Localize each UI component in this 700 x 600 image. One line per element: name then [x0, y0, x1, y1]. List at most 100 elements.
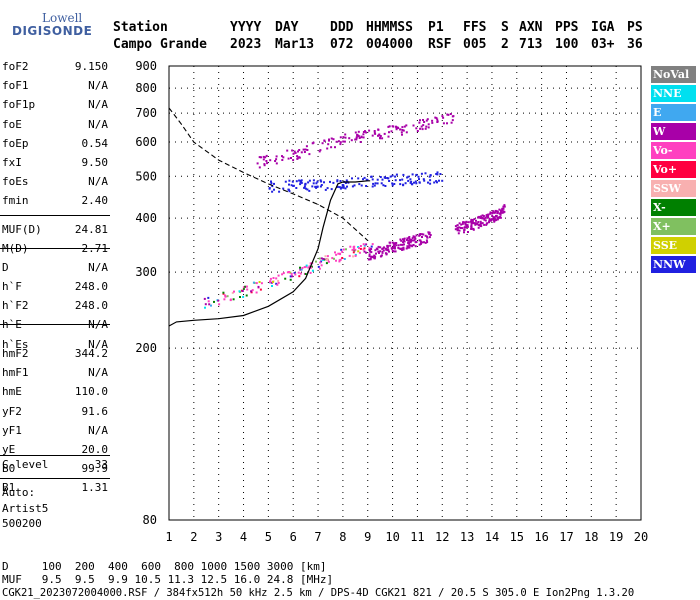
- echo-point: [375, 247, 378, 250]
- x-tick-label: 19: [609, 530, 623, 544]
- echo-point: [299, 266, 301, 269]
- echo-point: [275, 158, 278, 161]
- echo-point: [326, 147, 329, 150]
- echo-point: [462, 221, 464, 224]
- echo-point: [424, 234, 427, 237]
- echo-point: [213, 300, 215, 303]
- param-name: hmF2: [2, 347, 29, 360]
- echo-point: [483, 217, 486, 220]
- echo-point: [424, 172, 427, 175]
- echo-point: [352, 255, 355, 258]
- echo-point: [275, 282, 278, 285]
- echo-point: [368, 129, 371, 132]
- echo-point: [291, 275, 294, 278]
- echo-point: [277, 279, 280, 282]
- echo-point: [366, 179, 369, 182]
- echo-point: [270, 182, 273, 185]
- echo-point: [399, 128, 402, 131]
- param-row: M(D) 2.71: [2, 242, 108, 261]
- logo-digisonde-text: DIGISONDE: [12, 24, 93, 38]
- echo-point: [312, 179, 315, 182]
- echo-point: [386, 248, 389, 251]
- echo-point: [419, 239, 422, 242]
- echo-point: [370, 248, 373, 250]
- echo-point: [424, 127, 427, 130]
- echo-point: [483, 218, 486, 221]
- echo-point: [357, 135, 360, 138]
- echo-point: [337, 252, 340, 255]
- echo-point: [458, 229, 461, 232]
- param-name: hmF1: [2, 366, 29, 380]
- echo-point: [301, 267, 304, 269]
- echo-point: [368, 248, 371, 251]
- muf-curve: [168, 107, 369, 241]
- param-row: foF2 9.150: [2, 60, 108, 79]
- echo-point: [402, 241, 404, 244]
- echo-point: [342, 185, 345, 188]
- echo-point: [385, 253, 388, 256]
- echo-point: [403, 240, 406, 243]
- echo-point: [272, 280, 274, 283]
- echo-point: [348, 137, 351, 140]
- echo-point: [395, 125, 397, 128]
- echo-point: [426, 118, 429, 121]
- echo-point: [364, 130, 366, 133]
- echo-point: [358, 137, 361, 139]
- echo-point: [269, 159, 272, 162]
- echo-point: [324, 188, 327, 191]
- echo-point: [456, 227, 459, 229]
- param-separator: [0, 478, 110, 479]
- echo-point: [204, 306, 206, 309]
- echo-point: [395, 244, 398, 247]
- echo-point: [502, 210, 505, 213]
- echo-point: [290, 272, 293, 275]
- echo-point: [387, 125, 390, 128]
- echo-point: [344, 182, 347, 184]
- echo-point: [284, 277, 287, 280]
- x-tick-label: 9: [364, 530, 371, 544]
- param-value: 2.71: [81, 242, 109, 256]
- echo-point: [471, 222, 474, 224]
- echo-point: [308, 179, 311, 182]
- echo-point: [338, 260, 341, 263]
- echo-point: [330, 188, 333, 191]
- echo-point: [262, 155, 265, 158]
- echo-point: [299, 268, 302, 271]
- echo-point: [502, 205, 505, 208]
- echo-point: [368, 253, 371, 256]
- param-row: MUF(D) 24.81: [2, 223, 108, 242]
- echo-point: [255, 291, 258, 294]
- echo-point: [498, 212, 501, 215]
- param-row: foEp 0.54: [2, 137, 108, 156]
- echo-point: [461, 222, 464, 225]
- echo-point: [304, 183, 307, 186]
- header-label: DAY: [275, 20, 299, 35]
- echo-point: [371, 255, 374, 258]
- echo-point: [287, 157, 290, 160]
- header-value: 005: [463, 37, 487, 52]
- echo-point: [357, 130, 360, 133]
- echo-point: [317, 265, 320, 268]
- echo-point: [334, 146, 336, 149]
- echo-point: [297, 271, 300, 274]
- echo-point: [422, 124, 425, 127]
- echo-point: [442, 122, 445, 125]
- param-name: h`F2: [2, 299, 29, 313]
- echo-point: [320, 264, 323, 267]
- echo-point: [342, 136, 345, 139]
- echo-point: [413, 236, 416, 239]
- param-row: D N/A: [2, 261, 108, 280]
- echo-point: [336, 180, 339, 183]
- param-value: 99.9: [81, 462, 109, 476]
- echo-point: [467, 231, 469, 233]
- echo-point: [406, 239, 408, 241]
- echo-point: [402, 246, 405, 249]
- echo-point: [463, 231, 465, 234]
- echo-point: [475, 219, 477, 222]
- echo-point: [277, 274, 280, 277]
- echo-point: [429, 234, 432, 236]
- muf-row: MUF 9.5 9.5 9.9 10.5 11.3 12.5 16.0 24.8…: [2, 573, 334, 586]
- echo-point: [414, 245, 417, 248]
- echo-point: [397, 246, 400, 249]
- echo-point: [369, 258, 372, 261]
